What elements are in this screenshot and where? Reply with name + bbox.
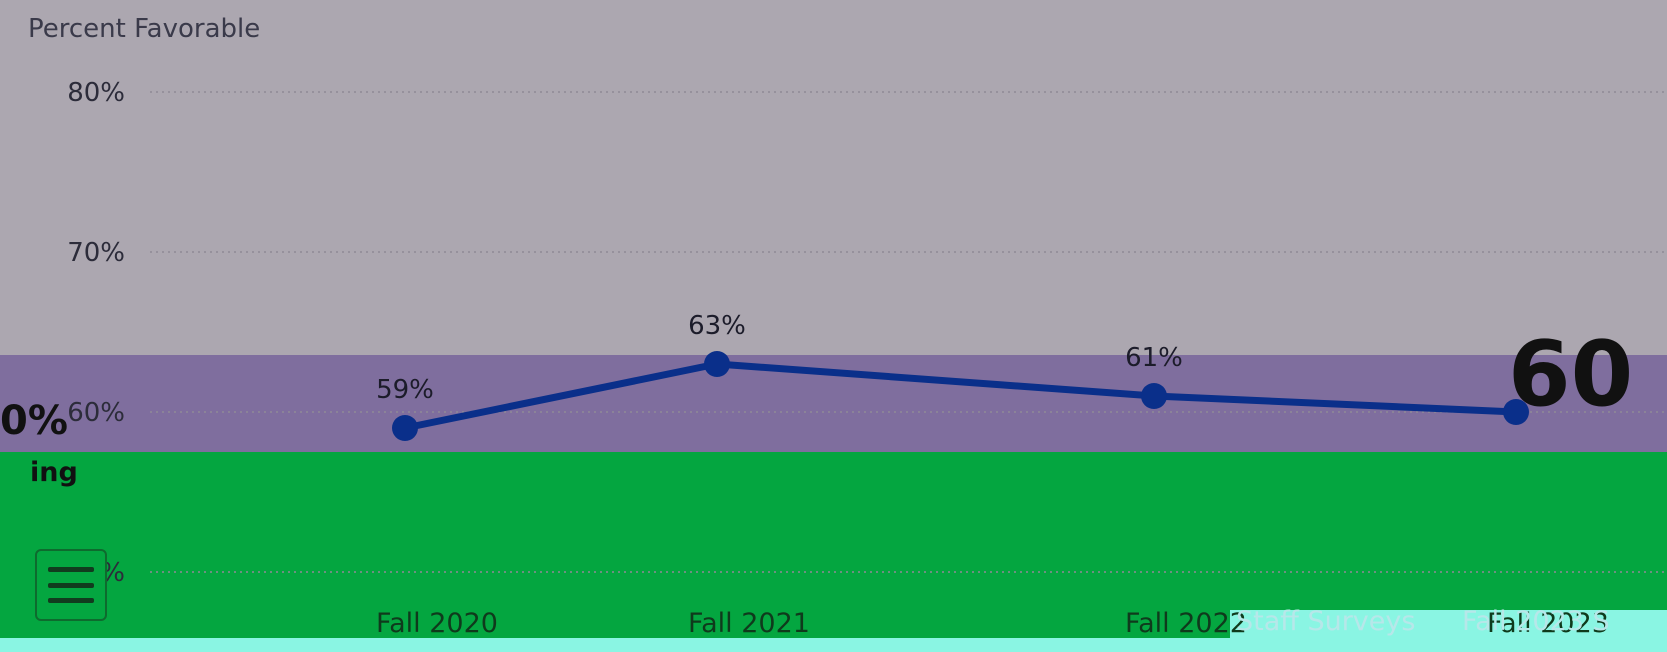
x-tick-label: Fall 2021 <box>688 608 810 639</box>
left-percent-fragment: 0% <box>0 398 68 444</box>
x-tick-label: Fall 2023 <box>1487 608 1609 639</box>
y-tick-label: 60% <box>67 398 125 428</box>
data-point <box>704 351 730 377</box>
x-tick-label: Fall 2022 <box>1125 608 1247 639</box>
y-tick-label: 70% <box>67 238 125 268</box>
hamburger-menu-icon <box>48 567 94 603</box>
cyan-link-strip <box>1230 610 1667 640</box>
survey-link-fall-2023[interactable]: Fall 2023 S <box>1462 606 1610 637</box>
data-point <box>1141 383 1167 409</box>
gray-background-band <box>0 0 1667 388</box>
data-point <box>392 415 418 441</box>
data-label: 61% <box>1125 343 1183 373</box>
left-text-fragment: ing <box>30 457 78 488</box>
y-tick-label: 80% <box>67 78 125 108</box>
green-background-band <box>0 452 1667 638</box>
menu-button[interactable] <box>35 549 107 621</box>
data-label: 59% <box>376 375 434 405</box>
series-line <box>401 360 1520 432</box>
survey-link-staff[interactable]: Staff Surveys <box>1236 606 1416 637</box>
data-point <box>1503 399 1529 425</box>
survey-links: Staff Surveys Fall 2023 S <box>1236 606 1648 637</box>
y-axis-title: Percent Favorable <box>28 14 261 44</box>
data-label: 63% <box>688 311 746 341</box>
big-number-fragment: 60 <box>1508 322 1634 427</box>
x-tick-label: Fall 2020 <box>376 608 498 639</box>
cyan-background-band <box>0 638 1667 652</box>
